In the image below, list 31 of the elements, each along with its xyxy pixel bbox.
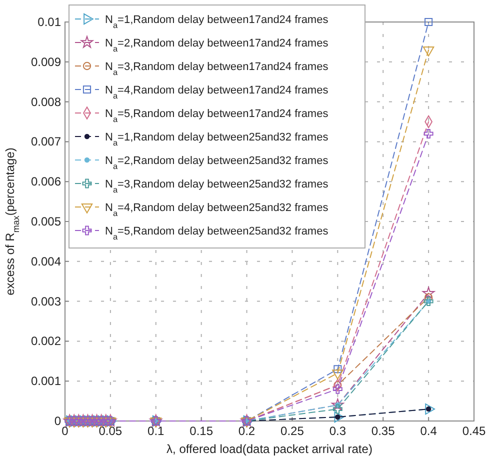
x-tick-label: 0.25	[280, 424, 304, 438]
x-tick-label: 0.45	[462, 424, 486, 438]
x-tick-label: 0.35	[371, 424, 396, 438]
x-axis-title: λ, offered load(data packet arrival rate)	[166, 442, 372, 456]
y-tick-label: 0.008	[30, 94, 62, 109]
legend-label: N$_{a}$=5,Random delay between25and32 frames	[105, 226, 329, 241]
legend-label: N$_{a}$=3,Random delay between25and32 frames	[105, 178, 329, 194]
legend-label: N$_{a}$=1,Random delay between25and32 frames	[105, 132, 329, 147]
y-tick-label: 0.003	[30, 294, 62, 308]
x-tick-label: 0.4	[420, 424, 438, 438]
legend-label: N$_{a}$=4,Random delay between25and32 frames	[105, 202, 329, 218]
legend-label: N$_{a}$=2,Random delay between25and32 frames	[105, 155, 329, 170]
y-tick-label: 0.002	[30, 334, 62, 348]
y-tick-label: 0.001	[30, 374, 62, 388]
y-tick-label: 0.004	[30, 254, 62, 268]
y-tick-label: 0.007	[30, 134, 62, 149]
y-tick-label: 0.006	[30, 174, 62, 189]
x-tick-label: 0.3	[329, 424, 346, 438]
x-tick-label: 0.1	[148, 424, 165, 438]
legend-label: N$_{a}$=4,Random delay between17and24 frames	[105, 84, 329, 100]
x-tick-label: 0.05	[98, 424, 122, 438]
y-tick-label: 0.005	[30, 214, 62, 228]
x-tick-label: 0.15	[190, 424, 214, 438]
x-tick-label: 0.2	[238, 424, 256, 438]
y-tick-label: 0.009	[30, 54, 62, 69]
legend-label: N$_{a}$=3,Random delay between17and24 frames	[105, 61, 329, 76]
legend-label: N$_{a}$=1,Random delay between17and24 frames	[105, 14, 329, 30]
y-tick-label: 0.01	[38, 15, 62, 29]
legend-label: N$_{a}$=2,Random delay between17and24 frames	[105, 38, 329, 53]
legend-label: N$_{a}$=5,Random delay between17and24 frames	[105, 108, 329, 124]
y-tick-label: 0	[54, 414, 62, 428]
